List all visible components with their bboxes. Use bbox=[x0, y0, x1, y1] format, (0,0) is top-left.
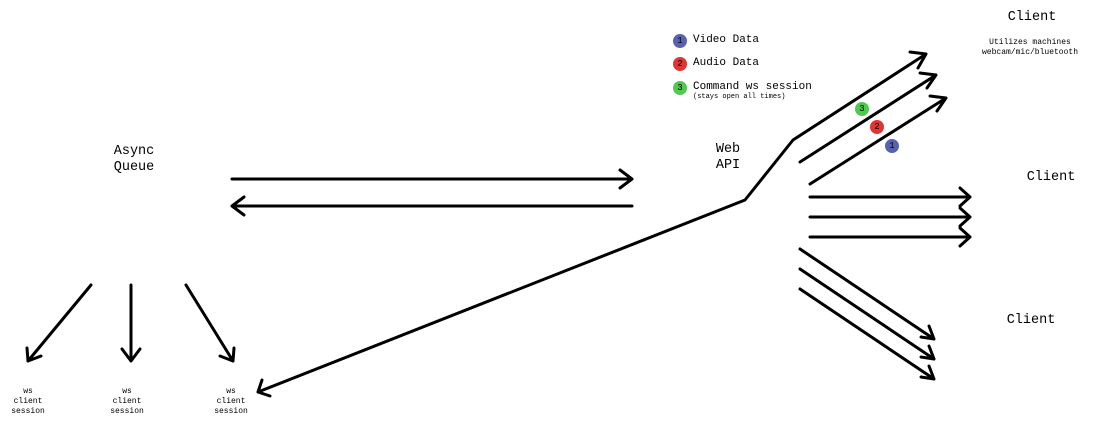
client-middle-label: Client bbox=[1026, 170, 1076, 185]
arrow-middle-client-2 bbox=[808, 206, 972, 228]
arrow-bottom-client-3 bbox=[798, 287, 936, 381]
client-bottom-label: Client bbox=[1006, 313, 1056, 328]
legend-dot-2: 2 bbox=[673, 57, 687, 71]
stream-badge-3: 3 bbox=[855, 102, 869, 116]
client-top-label: Client bbox=[1007, 10, 1057, 25]
legend-label-audio: Audio Data bbox=[693, 57, 760, 69]
arrow-bottom-client-2 bbox=[798, 267, 936, 361]
ws-client-session-2: ws client session bbox=[110, 387, 144, 416]
async-queue-label: Async Queue bbox=[113, 144, 155, 175]
arrow-queue-to-session-3 bbox=[184, 283, 236, 363]
ws-client-session-1: ws client session bbox=[11, 387, 45, 416]
arrow-queue-to-session-1 bbox=[25, 283, 93, 363]
arrow-queue-to-api bbox=[230, 168, 634, 190]
legend-sub-command: (stays open all times) bbox=[693, 93, 786, 101]
legend-dot-1: 1 bbox=[673, 34, 687, 48]
legend-label-video: Video Data bbox=[693, 34, 760, 46]
arrow-top-client-stream-3 bbox=[808, 94, 948, 186]
arrow-middle-client-3 bbox=[808, 226, 972, 248]
legend-item-command: 3 Command ws session (stays open all tim… bbox=[673, 81, 812, 101]
arrow-bottom-client-1 bbox=[798, 247, 936, 341]
stream-badge-2: 2 bbox=[870, 120, 884, 134]
arrow-api-to-top-client bbox=[256, 50, 928, 394]
legend-item-audio: 2 Audio Data bbox=[673, 57, 759, 71]
arrow-api-to-queue bbox=[230, 195, 634, 217]
ws-client-session-3: ws client session bbox=[214, 387, 248, 416]
legend-item-video: 1 Video Data bbox=[673, 34, 759, 48]
legend-dot-3: 3 bbox=[673, 81, 687, 95]
web-api-label: Web API bbox=[715, 142, 741, 173]
stream-badge-1: 1 bbox=[885, 139, 899, 153]
arrowhead-to-session-3 bbox=[256, 378, 272, 398]
arrow-top-client-stream-2 bbox=[798, 71, 938, 164]
client-top-note: Utilizes machines webcam/mic/bluetooth bbox=[981, 38, 1079, 57]
arrow-queue-to-session-2 bbox=[120, 283, 142, 363]
legend-label-command: Command ws session bbox=[693, 81, 812, 93]
arrow-middle-client-1 bbox=[808, 186, 972, 208]
